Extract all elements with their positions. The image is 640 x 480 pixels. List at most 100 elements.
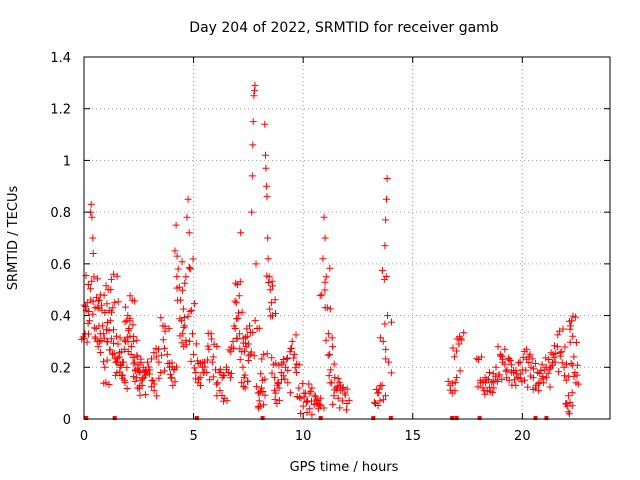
data-point [568,402,576,410]
data-point [501,345,509,353]
data-point [515,359,523,367]
data-point [230,322,238,330]
data-point [335,378,343,386]
data-point [381,320,389,328]
data-point [227,343,235,351]
data-point [197,382,204,389]
data-point [130,360,138,368]
data-point [269,282,276,290]
data-point [262,164,270,172]
data-point [252,260,260,268]
data-point [493,378,501,385]
data-point [331,374,339,382]
data-point [547,349,555,357]
data-point [199,358,207,366]
data-point [339,397,347,405]
data-point [144,358,152,366]
data-point [483,376,491,384]
data-point [329,400,337,408]
data-point [570,353,578,361]
data-point [260,350,268,358]
data-point [214,379,222,387]
data-point [542,354,550,362]
data-point [512,381,520,389]
data-point [263,182,271,190]
zero-marker [112,416,117,420]
data-point [524,383,532,391]
data-point [297,394,305,402]
data-point [238,308,246,316]
data-point [243,325,251,333]
data-point [548,361,556,369]
data-point [209,373,217,381]
data-point [117,362,125,369]
data-point [106,346,114,354]
data-point [136,391,144,399]
data-point [176,315,184,323]
data-point [189,255,197,263]
data-point [107,286,115,294]
data-point [271,386,279,394]
data-point [192,369,200,376]
data-point [258,384,265,392]
data-point [267,312,275,320]
data-point [121,318,129,326]
data-point [264,234,272,242]
zero-marker [450,416,455,420]
data-point [138,381,146,389]
data-point [529,386,537,393]
data-point [100,379,108,387]
data-point [88,277,96,285]
data-point [536,370,544,377]
plot-frame [83,56,611,420]
data-point [568,389,576,397]
data-point [522,366,530,374]
data-point [164,359,172,367]
data-point [383,175,391,182]
data-point [313,396,321,404]
data-point [89,250,97,257]
data-point [563,360,570,368]
data-point [473,355,481,363]
data-point [266,305,274,313]
data-point [125,325,133,332]
data-point [572,313,580,321]
x-tick-label: 15 [404,429,421,444]
data-point [120,345,128,353]
data-point [561,372,568,380]
data-point [341,391,349,399]
data-point [290,350,298,358]
data-point [333,386,341,394]
data-point [84,319,92,327]
data-point [89,298,97,306]
data-point [100,291,108,299]
data-point [264,255,272,263]
data-point [94,297,102,305]
data-point [507,361,515,369]
data-point [492,376,500,384]
data-point [570,372,578,380]
data-point [263,193,271,201]
data-point [191,300,198,308]
data-point [546,383,554,391]
data-point [376,397,384,405]
data-point [150,387,158,395]
data-point [490,384,498,392]
data-point [131,377,139,385]
data-point [213,380,221,388]
data-point [329,343,337,351]
data-point [324,351,332,359]
data-point [263,272,271,280]
data-point [527,372,535,380]
data-point [262,151,269,159]
data-point [140,373,148,381]
data-point [250,92,258,100]
data-point [149,377,157,385]
data-point [551,342,558,350]
data-point [174,296,182,304]
data-point [563,400,571,407]
data-point [385,358,393,366]
data-point [343,385,351,393]
data-point [324,330,332,338]
